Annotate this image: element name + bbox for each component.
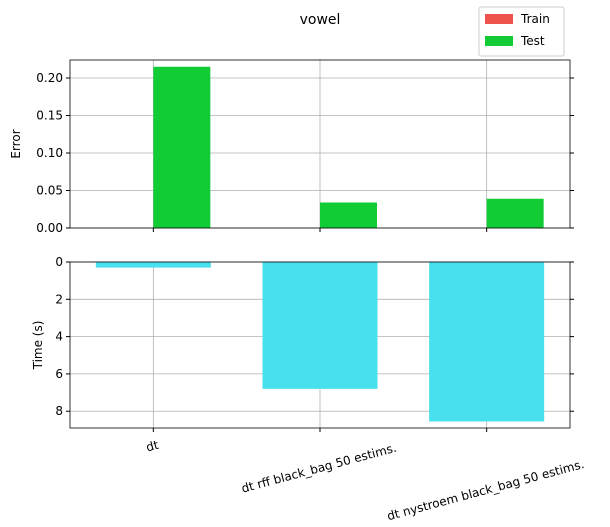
bar: [95, 262, 211, 268]
x-tick-label: dt rff black_bag 50 estims.: [240, 441, 398, 496]
y-tick-label: 0.05: [36, 184, 63, 198]
y-axis-label: Time (s): [31, 321, 45, 371]
bar: [262, 262, 378, 389]
y-tick-label: 0: [55, 255, 63, 269]
y-tick-label: 6: [55, 367, 63, 381]
bar: [320, 202, 377, 228]
legend-label: Train: [520, 12, 550, 26]
legend-swatch: [485, 36, 513, 46]
legend-label: Test: [520, 34, 545, 48]
bar: [153, 66, 211, 228]
x-tick-label: dt nystroem black_bag 50 estims.: [386, 457, 586, 523]
legend-swatch: [485, 14, 513, 24]
y-tick-label: 0.15: [36, 109, 63, 123]
legend: Train Test: [478, 6, 565, 57]
y-tick-label: 0.20: [36, 71, 63, 85]
y-tick-label: 4: [55, 330, 63, 344]
y-tick-label: 2: [55, 292, 63, 306]
bar: [486, 198, 544, 228]
x-tick-label: dt: [145, 438, 161, 455]
y-axis-label: Error: [9, 129, 23, 158]
y-tick-label: 0.10: [36, 146, 63, 160]
y-tick-label: 8: [55, 404, 63, 418]
chart-title: vowel: [300, 12, 341, 28]
bar: [429, 262, 545, 422]
y-tick-label: 0.00: [36, 221, 63, 235]
